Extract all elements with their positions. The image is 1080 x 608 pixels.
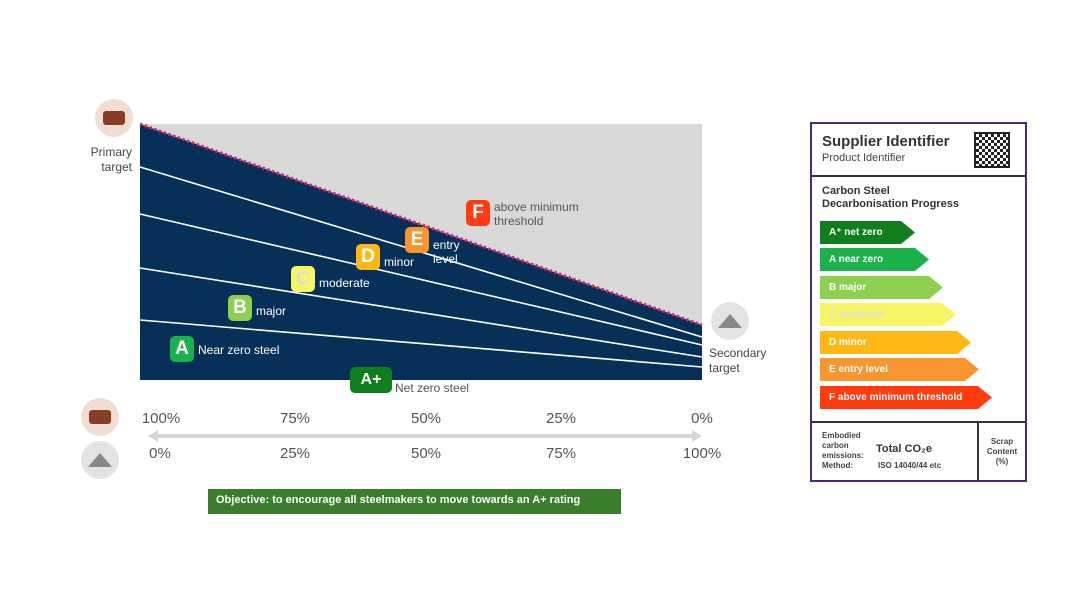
caption-line: Embodied: [822, 431, 861, 440]
grade-a-plus-badge: A+: [350, 367, 392, 393]
grade-boundary-line: [139, 213, 703, 346]
secondary-pct-tick: 25%: [279, 445, 311, 462]
label-title: Carbon Steel Decarbonisation Progress: [822, 185, 959, 211]
divider: [812, 421, 1025, 423]
grade-a-plus-label: Net zero steel: [395, 381, 470, 395]
rating-bar-f: F above minimum threshold: [820, 386, 992, 409]
product-identifier: Product Identifier: [822, 152, 906, 164]
caption-line: Method:: [822, 461, 854, 470]
scrap-steel-icon: [81, 441, 119, 479]
rating-bar-a-plus: A⁺ net zero: [820, 221, 915, 244]
grade-f-label: above minimum threshold: [494, 200, 579, 228]
title-line: Decarbonisation Progress: [822, 198, 959, 210]
divider: [977, 421, 979, 480]
primary-steel-icon: [81, 398, 119, 436]
grade-c-label: moderate: [319, 276, 370, 290]
scrap-steel-icon: [711, 302, 749, 340]
divider: [812, 175, 1025, 177]
minimum-threshold-line: [139, 122, 703, 327]
primary-target-label: Primary target: [90, 145, 132, 174]
supplier-identifier: Supplier Identifier: [822, 133, 950, 150]
title-line: Carbon Steel: [822, 185, 890, 197]
primary-pct-tick: 50%: [410, 410, 442, 427]
primary-pct-tick: 75%: [279, 410, 311, 427]
secondary-pct-tick: 50%: [410, 445, 442, 462]
caption-line: emissions:: [822, 451, 864, 460]
caption-line: carbon: [822, 441, 849, 450]
primary-pct-tick: 100%: [141, 410, 181, 427]
secondary-pct-tick: 75%: [545, 445, 577, 462]
grade-e-label: entry level: [433, 238, 460, 266]
rating-bar-d: D minor: [820, 331, 971, 354]
primary-steel-icon: [95, 99, 133, 137]
grade-e-badge: E: [405, 227, 429, 253]
qr-code-icon[interactable]: [974, 132, 1010, 168]
grade-boundary-line: [139, 319, 703, 368]
grade-f-badge: F: [466, 200, 490, 226]
primary-pct-tick: 25%: [545, 410, 577, 427]
grade-b-label: major: [256, 304, 287, 318]
total-co2e: Total CO₂e: [876, 443, 933, 455]
rating-bar-a: A near zero: [820, 248, 929, 271]
secondary-target-label: Secondary target: [709, 346, 767, 375]
grade-d-badge: D: [356, 244, 380, 270]
grade-d-label: minor: [384, 255, 415, 269]
grade-c-badge: C: [291, 266, 315, 292]
decarbonisation-label: Supplier Identifier Product Identifier C…: [810, 122, 1027, 482]
grade-a-badge: A: [170, 336, 194, 362]
rating-bar-c: C moderate: [820, 303, 956, 326]
secondary-pct-tick: 100%: [682, 445, 722, 462]
primary-pct-tick: 0%: [691, 410, 713, 427]
emissions-caption: Embodied carbon emissions: Method:: [822, 431, 864, 471]
grade-a-label: Near zero steel: [198, 343, 280, 357]
secondary-pct-tick: 0%: [149, 445, 171, 462]
grade-boundary-line: [139, 267, 703, 358]
objective-banner: Objective: to encourage all steelmakers …: [208, 489, 621, 514]
grade-b-badge: B: [228, 295, 252, 321]
method-value: ISO 14040/44 etc: [878, 461, 942, 470]
rating-bar-b: B major: [820, 276, 943, 299]
rating-bar-e: E entry level: [820, 358, 979, 381]
scrap-content: Scrap Content (%): [986, 437, 1018, 466]
